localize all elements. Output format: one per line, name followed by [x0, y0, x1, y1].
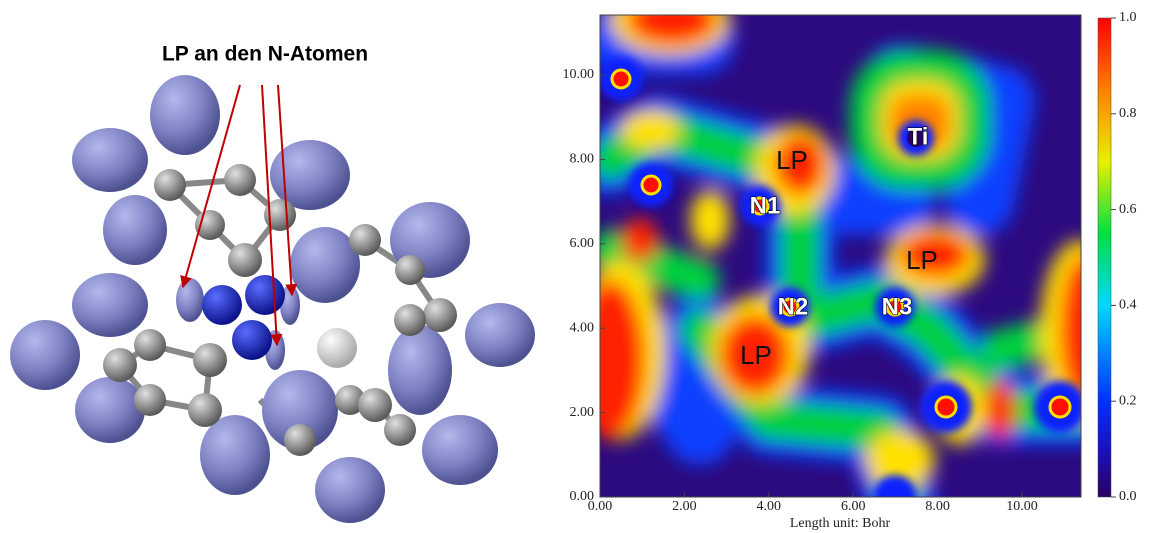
- lp-label: LP: [776, 145, 808, 175]
- x-tick-label: 10.00: [1006, 499, 1038, 514]
- colorbar-tick-label: 0.4: [1119, 298, 1137, 313]
- colorbar-tick-label: 0.6: [1119, 202, 1137, 217]
- atom-label: N2: [778, 293, 809, 320]
- y-tick-label: 8.00: [570, 152, 595, 167]
- x-tick-label: 2.00: [672, 499, 697, 514]
- colorbar-tick-label: 0.8: [1119, 106, 1137, 121]
- colorbar-tick-label: 1.0: [1119, 10, 1137, 25]
- x-tick-label: 0.00: [588, 499, 613, 514]
- atom-centers: [600, 57, 1081, 497]
- colorbar-tick-label: 0.2: [1119, 393, 1137, 408]
- x-axis-label: Length unit: Bohr: [790, 516, 891, 531]
- y-tick-label: 10.00: [563, 67, 595, 82]
- colorbar: [1097, 17, 1112, 498]
- atom-label: N3: [882, 293, 913, 320]
- plot-frame: [599, 14, 1082, 498]
- y-tick-label: 4.00: [570, 320, 595, 335]
- y-tick-label: 0.00: [570, 489, 595, 504]
- y-tick-label: 6.00: [570, 236, 595, 251]
- lp-label: LP: [906, 245, 938, 275]
- atom-label: N1: [750, 192, 781, 219]
- x-tick-label: 6.00: [841, 499, 866, 514]
- x-tick-label: 8.00: [925, 499, 950, 514]
- lp-label: LP: [740, 340, 772, 370]
- molecule: LP an den N-Atomen: [10, 43, 535, 523]
- atom-label: Ti: [908, 123, 929, 150]
- colorbar-tick-label: 0.0: [1119, 489, 1137, 504]
- elf-map: [600, 15, 1081, 497]
- x-tick-label: 4.00: [757, 499, 782, 514]
- y-tick-label: 2.00: [570, 405, 595, 420]
- panel-title: LP an den N-Atomen: [162, 43, 368, 66]
